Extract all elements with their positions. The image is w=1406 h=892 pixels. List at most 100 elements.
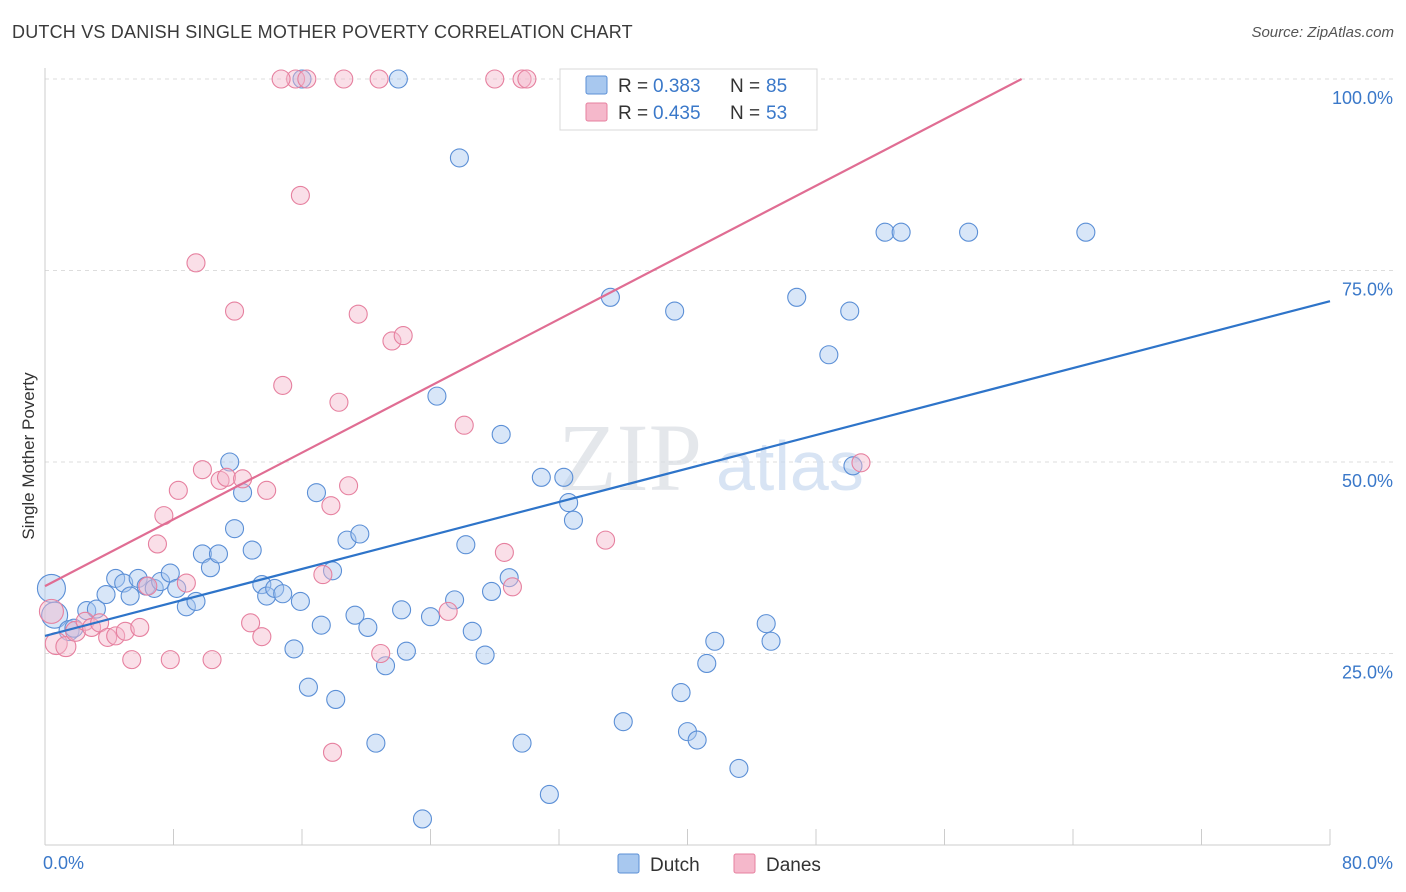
legend-top: R = 0.383 N = 85 R = 0.435 N = 53 [559,68,818,131]
dutch-point [392,600,412,620]
dutch-point [445,590,465,610]
x-tick-label: 80.0% [1342,853,1393,873]
legend-bottom-swatch-danes [733,853,756,874]
danes-point [130,617,150,638]
danes-point [168,480,188,500]
danes-point [122,650,142,670]
danes-point [241,613,261,633]
danes-point [596,530,616,550]
danes-point [321,496,341,516]
danes-point [512,69,532,89]
dutch-point [875,222,895,242]
dutch-point [292,69,312,89]
y-tick-label: 100.0% [1332,88,1393,108]
watermark: ZIP atlas [558,404,864,511]
legend-n-label-danes: N = [730,103,760,124]
danes-point [371,643,391,664]
dutch-point [475,645,495,665]
dutch-point [705,631,725,651]
legend-r-label-dutch: R = [618,76,648,97]
dutch-point [671,683,691,703]
legend-r-label-danes: R = [618,103,648,124]
legend-swatch-dutch [585,75,608,95]
danes-point [290,185,310,205]
danes-points [38,69,871,762]
watermark-atlas: atlas [716,427,864,505]
dutch-point [273,584,293,604]
dutch-point [559,493,579,513]
legend-bottom-swatch-dutch [617,853,640,874]
dutch-point [326,689,346,710]
danes-point [851,453,871,473]
y-tick-label: 75.0% [1342,280,1393,300]
y-axis-label: Single Mother Poverty [19,372,38,540]
dutch-point [151,571,171,592]
dutch-point [208,544,229,564]
trend-lines [44,78,1331,637]
danes-point [257,480,277,500]
danes-point [90,613,110,633]
legend-n-label-dutch: N = [730,76,760,97]
danes-point [334,69,354,89]
tick-labels: 25.0% 50.0% 75.0% 100.0% 0.0% 80.0% [43,88,1393,873]
y-tick-label: 25.0% [1342,663,1393,683]
danes-point [502,577,522,597]
danes-point [485,69,505,89]
dutch-point [366,733,386,753]
x-tick-label: 0.0% [43,853,84,873]
dutch-point [697,653,717,674]
danes-point [494,542,514,562]
danes-point [348,304,368,324]
danes-point [233,469,253,489]
dutch-point [120,586,140,606]
dutch-point [787,287,807,307]
danes-point [369,69,389,89]
danes-point [176,573,196,593]
legend-r-value-danes: 0.435 [653,103,701,124]
chart-source: Source: ZipAtlas.com [1251,24,1394,41]
danes-point [322,742,343,762]
dutch-point [677,722,698,742]
dutch-point [311,615,331,635]
dutch-point [756,614,776,634]
dutch-point [176,597,196,617]
dutch-point [41,601,69,629]
dutch-point [290,591,310,611]
danes-point [216,467,237,487]
danes-point [138,576,158,596]
legend-n-value-dutch: 85 [766,76,787,97]
dutch-point [420,607,441,627]
danes-point [329,392,349,412]
dutch-point [959,222,979,242]
dutch-point [456,535,476,555]
danes-point [517,69,537,89]
danes-point [339,476,359,496]
legend-bottom-label-danes: Danes [766,855,821,876]
dutch-point [128,568,148,588]
danes-point [271,69,291,89]
dutch-point [358,617,378,638]
legend-bottom-label-dutch: Dutch [650,855,700,876]
danes-point [115,621,135,641]
dutch-point [1076,222,1096,242]
dutch-point [481,581,502,602]
danes-point [147,534,167,554]
danes-point [382,331,402,351]
danes-point [438,601,458,621]
dutch-point [242,540,262,560]
legend-bottom: Dutch Danes [617,853,821,876]
dutch-point [512,733,532,753]
dutch-point [298,677,318,697]
dutch-point [350,524,370,544]
danes-point [393,326,413,346]
dutch-point [167,578,187,598]
dutch-point [819,345,839,365]
dutch-point [375,656,396,676]
dutch-point [563,510,584,530]
dutch-point [665,301,685,321]
danes-point [286,69,306,89]
danes-point [186,253,206,273]
danes-trend-line [44,78,1023,588]
danes-point [313,565,333,585]
